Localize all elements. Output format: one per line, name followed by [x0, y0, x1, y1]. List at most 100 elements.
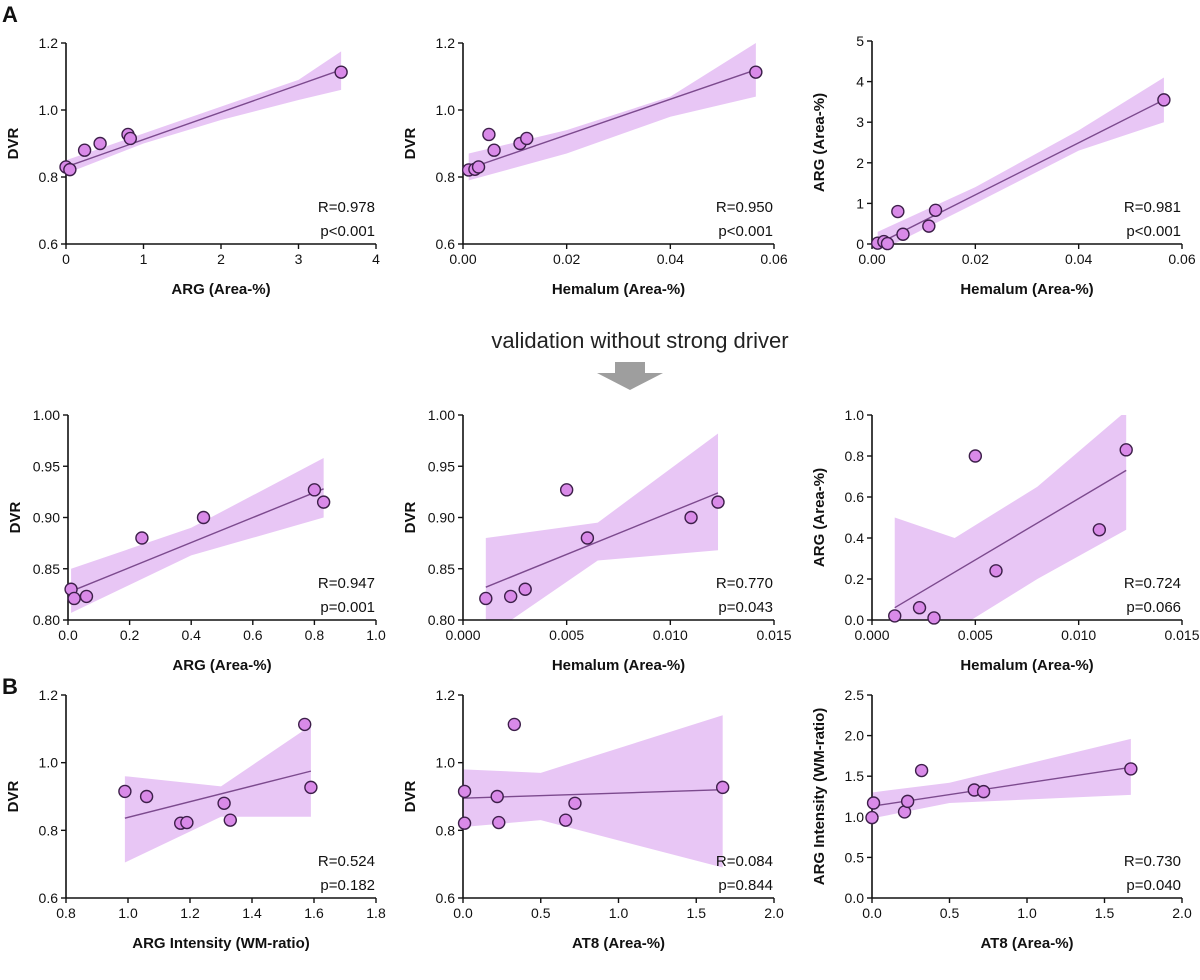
data-point	[93, 136, 107, 151]
p-value-label: p=0.066	[1126, 599, 1181, 616]
regression-line	[894, 469, 1127, 609]
data-point	[79, 589, 94, 604]
r-value-label: R=0.947	[318, 575, 375, 592]
data-point	[559, 483, 574, 497]
r-value-label: R=0.524	[318, 853, 375, 870]
x-axis-title: AT8 (Area-%)	[572, 935, 665, 952]
x-tick-label: 0.005	[549, 627, 584, 643]
x-axis-title: Hemalum (Area-%)	[960, 281, 1093, 298]
panel-letter-a: A	[2, 2, 18, 27]
p-value-label: p<0.001	[320, 223, 375, 240]
x-tick-label: 0.0	[58, 627, 78, 643]
r-value-label: R=0.730	[1124, 853, 1181, 870]
y-axis-title: ARG (Area-%)	[811, 93, 828, 192]
x-tick-label: 0.06	[760, 251, 787, 267]
confidence-band	[468, 43, 756, 181]
x-tick-label: 0	[62, 251, 70, 267]
data-point	[989, 564, 1003, 578]
x-tick-label: 0.005	[958, 627, 993, 643]
x-tick-label: 0.00	[858, 251, 885, 267]
data-point	[67, 591, 81, 606]
x-tick-label: 1.2	[180, 905, 200, 921]
x-tick-label: 0.02	[962, 251, 989, 267]
data-point	[1119, 443, 1133, 457]
x-tick-label: 0.5	[531, 905, 551, 921]
x-tick-label: 2.0	[1172, 905, 1192, 921]
x-tick-label: 0.8	[305, 627, 325, 643]
x-axis-title: Hemalum (Area-%)	[552, 281, 685, 298]
y-tick-label: 2.0	[845, 728, 865, 744]
regression-line	[871, 766, 1131, 807]
data-point	[914, 763, 929, 778]
data-point	[457, 816, 472, 830]
y-axis-title: DVR	[5, 127, 22, 159]
x-axis-title: Hemalum (Area-%)	[960, 657, 1093, 674]
y-tick-label: 0.8	[39, 169, 59, 185]
y-tick-label: 0.85	[428, 561, 455, 577]
validation-caption: validation without strong driver	[491, 328, 788, 353]
y-tick-label: 0	[856, 236, 864, 252]
x-tick-label: 0.00	[449, 251, 476, 267]
x-tick-label: 0.6	[243, 627, 263, 643]
scatter-chart-5: 0.000 0.005 0.010 0.015 0.80 0.85 0.90 0.95 1.00…	[402, 407, 792, 674]
x-tick-label: 0.010	[1061, 627, 1096, 643]
data-point	[139, 789, 154, 804]
data-point	[223, 813, 238, 827]
x-tick-label: 0.000	[445, 627, 480, 643]
x-tick-label: 0.02	[553, 251, 580, 267]
confidence-band	[894, 415, 1127, 620]
y-tick-label: 0.2	[845, 571, 865, 587]
y-axis-title: ARG Intensity (WM-ratio)	[811, 708, 828, 886]
data-point	[922, 219, 936, 233]
data-point	[520, 131, 534, 146]
y-tick-label: 2.5	[845, 687, 865, 703]
data-point	[490, 789, 504, 804]
y-tick-label: 1.0	[436, 755, 456, 771]
x-tick-label: 0.0	[862, 905, 882, 921]
x-tick-label: 1.5	[1095, 905, 1115, 921]
data-point	[711, 495, 725, 509]
y-tick-label: 0.90	[33, 510, 60, 526]
y-tick-label: 1.00	[428, 407, 455, 423]
x-tick-label: 0.06	[1168, 251, 1195, 267]
x-axis-title: ARG (Area-%)	[171, 281, 270, 298]
r-value-label: R=0.950	[716, 199, 773, 216]
scatter-chart-2: 0.00 0.02 0.04 0.06 0.6 0.8 1.0 1.2 Hemalum (Are…	[402, 35, 788, 298]
data-point	[298, 717, 312, 732]
scatter-chart-9: 0.0 0.5 1.0 1.5 2.0 0.0 0.5 1.0 1.5 2.0 2.5 AT8 (Ar…	[811, 687, 1192, 952]
y-tick-label: 1.00	[33, 407, 60, 423]
data-point	[518, 582, 532, 596]
data-point	[118, 784, 132, 799]
y-tick-label: 0.0	[845, 612, 865, 628]
x-tick-label: 0.4	[181, 627, 201, 643]
y-tick-label: 1.2	[436, 35, 456, 51]
data-point	[123, 131, 138, 146]
data-point	[927, 611, 941, 625]
y-tick-label: 1.5	[845, 768, 865, 784]
y-axis-title: DVR	[5, 780, 22, 812]
y-tick-label: 1.0	[845, 809, 865, 825]
x-tick-label: 1.6	[304, 905, 324, 921]
data-point	[1092, 523, 1107, 537]
confidence-band	[66, 51, 342, 174]
data-point	[891, 204, 905, 219]
y-tick-label: 1.0	[39, 102, 59, 118]
regression-line	[485, 492, 719, 588]
data-point	[492, 815, 506, 830]
x-tick-label: 0.000	[854, 627, 889, 643]
x-axis-title: Hemalum (Area-%)	[552, 657, 685, 674]
x-tick-label: 1.0	[1017, 905, 1037, 921]
y-axis-title: ARG (Area-%)	[811, 468, 828, 567]
y-tick-label: 1.2	[39, 35, 59, 51]
y-tick-label: 0.8	[436, 822, 456, 838]
x-tick-label: 1.0	[609, 905, 629, 921]
y-tick-label: 0.95	[33, 458, 60, 474]
scatter-chart-4: 0.0 0.2 0.4 0.6 0.8 1.0 0.80 0.85 0.90 0.95 1.00 AR…	[7, 407, 386, 674]
x-tick-label: 0.0	[453, 905, 473, 921]
x-tick-label: 0.04	[657, 251, 684, 267]
confidence-band	[872, 738, 1131, 819]
data-point	[304, 780, 318, 795]
y-tick-label: 1.0	[845, 407, 865, 423]
y-axis-title: DVR	[402, 127, 419, 159]
